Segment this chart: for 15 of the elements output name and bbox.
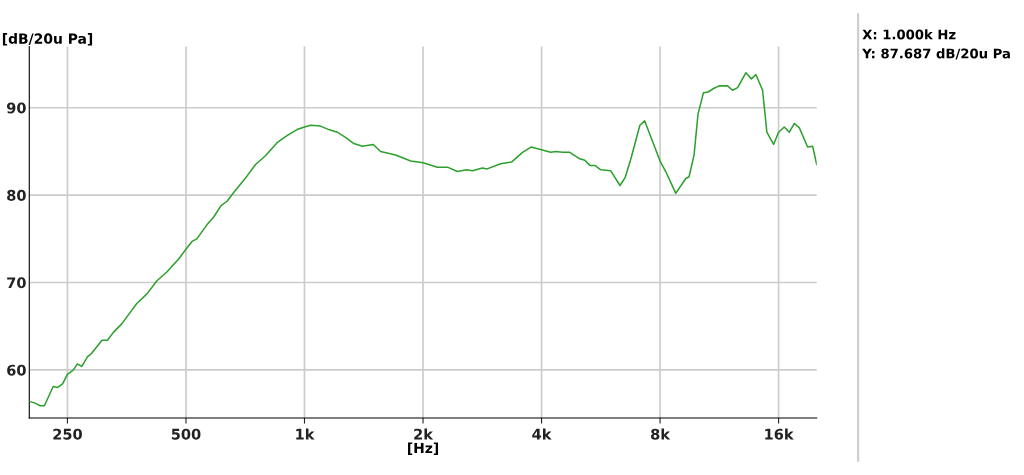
text: Y: 87.687 dB/20u Pa	[862, 48, 1010, 60]
x-tick-label: 250	[53, 428, 82, 440]
x-tick-label: 500	[171, 428, 201, 440]
x-tick-label: 16k	[765, 428, 794, 440]
y-tick-label: 70	[7, 277, 26, 289]
x-tick-label: 1k	[296, 428, 315, 440]
y-tick-label: 80	[7, 189, 26, 201]
text: X: 1.000k Hz	[862, 29, 956, 40]
y-axis-title: [dB/20u Pa]	[2, 33, 93, 46]
x-axis-title: [Hz]	[408, 442, 439, 455]
x-tick-label: 2k	[414, 428, 434, 440]
x-tick-label: 8k	[651, 428, 671, 440]
y-tick-label: 60	[7, 364, 26, 376]
y-tick-label: 90	[6, 102, 26, 114]
x-tick-label: 4k	[532, 428, 552, 440]
